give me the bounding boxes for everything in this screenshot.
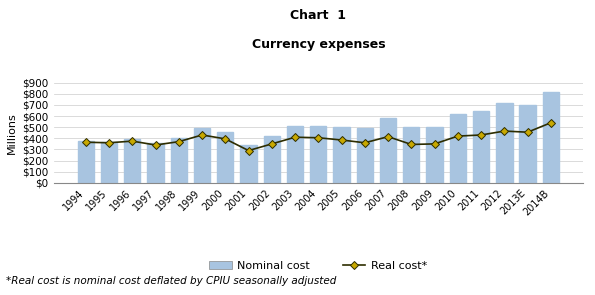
- Bar: [473, 111, 489, 183]
- Bar: [287, 125, 303, 183]
- Bar: [333, 127, 350, 183]
- Bar: [264, 135, 280, 183]
- Bar: [240, 145, 256, 183]
- Bar: [356, 128, 373, 183]
- Bar: [496, 103, 512, 183]
- Bar: [519, 105, 536, 183]
- Bar: [543, 91, 559, 183]
- Bar: [148, 143, 164, 183]
- Bar: [310, 125, 327, 183]
- Text: Chart  1: Chart 1: [290, 9, 346, 22]
- Bar: [77, 141, 94, 183]
- Text: Currency expenses: Currency expenses: [252, 38, 385, 51]
- Bar: [427, 127, 443, 183]
- Legend: Nominal cost, Real cost*: Nominal cost, Real cost*: [205, 257, 432, 276]
- Bar: [380, 118, 396, 183]
- Bar: [450, 114, 466, 183]
- Bar: [171, 138, 187, 183]
- Bar: [124, 139, 140, 183]
- Bar: [101, 142, 117, 183]
- Bar: [217, 132, 233, 183]
- Bar: [194, 128, 210, 183]
- Bar: [403, 127, 419, 183]
- Text: *Real cost is nominal cost deflated by CPIU seasonally adjusted: *Real cost is nominal cost deflated by C…: [6, 276, 336, 286]
- Y-axis label: Millions: Millions: [7, 112, 17, 154]
